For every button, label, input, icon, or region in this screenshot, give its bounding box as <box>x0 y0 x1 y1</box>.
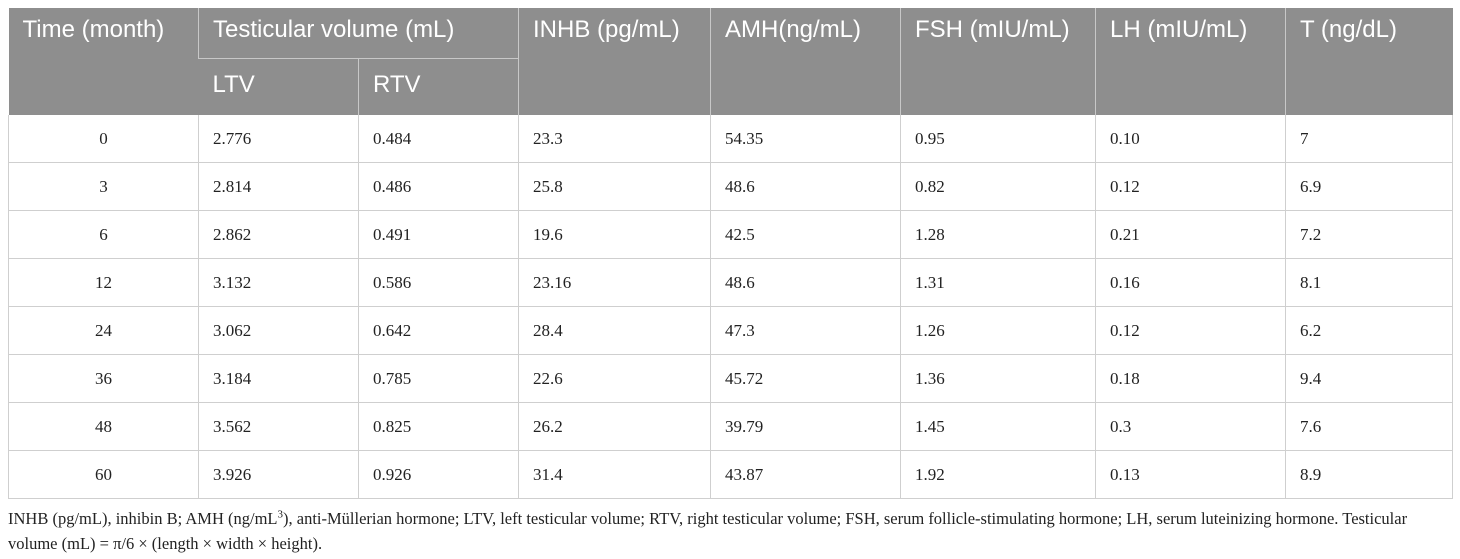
header-rtv: RTV <box>358 58 519 115</box>
cell-lh: 0.16 <box>1095 258 1286 307</box>
cell-inhb: 23.3 <box>518 115 711 163</box>
cell-amh: 54.35 <box>710 115 901 163</box>
header-testicular-volume: Testicular volume (mL) <box>198 8 519 59</box>
cell-lh: 0.3 <box>1095 402 1286 451</box>
cell-inhb: 19.6 <box>518 210 711 259</box>
cell-ltv: 3.562 <box>198 402 359 451</box>
cell-fsh: 1.45 <box>900 402 1096 451</box>
cell-rtv: 0.586 <box>358 258 519 307</box>
cell-inhb: 31.4 <box>518 450 711 499</box>
cell-t: 6.9 <box>1285 162 1453 211</box>
cell-fsh: 1.36 <box>900 354 1096 403</box>
cell-t: 6.2 <box>1285 306 1453 355</box>
cell-lh: 0.12 <box>1095 162 1286 211</box>
table-body: 0 2.776 0.484 23.3 54.35 0.95 0.10 7 3 2.814 0.486… <box>8 115 1453 499</box>
cell-inhb: 25.8 <box>518 162 711 211</box>
table-row: 48 3.562 0.825 26.2 39.79 1.45 0.3 7.6 <box>8 402 1453 451</box>
cell-fsh: 1.28 <box>900 210 1096 259</box>
header-t: T (ng/dL) <box>1285 8 1453 115</box>
cell-time: 36 <box>8 354 199 403</box>
cell-rtv: 0.642 <box>358 306 519 355</box>
hormone-data-table: Time (month) Testicular volume (mL) INHB… <box>8 8 1453 499</box>
cell-lh: 0.13 <box>1095 450 1286 499</box>
table-footnote: INHB (pg/mL), inhibin B; AMH (ng/mL3), a… <box>8 506 1458 556</box>
cell-amh: 39.79 <box>710 402 901 451</box>
cell-time: 24 <box>8 306 199 355</box>
cell-rtv: 0.486 <box>358 162 519 211</box>
cell-rtv: 0.926 <box>358 450 519 499</box>
cell-inhb: 26.2 <box>518 402 711 451</box>
cell-ltv: 3.132 <box>198 258 359 307</box>
cell-inhb: 28.4 <box>518 306 711 355</box>
cell-inhb: 23.16 <box>518 258 711 307</box>
cell-time: 48 <box>8 402 199 451</box>
cell-amh: 43.87 <box>710 450 901 499</box>
cell-lh: 0.21 <box>1095 210 1286 259</box>
cell-ltv: 2.862 <box>198 210 359 259</box>
cell-amh: 48.6 <box>710 258 901 307</box>
table-row: 0 2.776 0.484 23.3 54.35 0.95 0.10 7 <box>8 115 1453 163</box>
cell-t: 8.9 <box>1285 450 1453 499</box>
cell-ltv: 2.814 <box>198 162 359 211</box>
header-fsh: FSH (mIU/mL) <box>900 8 1096 115</box>
cell-inhb: 22.6 <box>518 354 711 403</box>
cell-ltv: 2.776 <box>198 115 359 163</box>
cell-time: 3 <box>8 162 199 211</box>
cell-lh: 0.10 <box>1095 115 1286 163</box>
footnote-superscript: 3 <box>277 508 284 521</box>
table-row: 60 3.926 0.926 31.4 43.87 1.92 0.13 8.9 <box>8 450 1453 499</box>
cell-time: 12 <box>8 258 199 307</box>
cell-t: 7.2 <box>1285 210 1453 259</box>
cell-rtv: 0.484 <box>358 115 519 163</box>
cell-fsh: 0.82 <box>900 162 1096 211</box>
footnote-text-part1: INHB (pg/mL), inhibin B; AMH (ng/mL <box>8 509 278 528</box>
header-row-1: Time (month) Testicular volume (mL) INHB… <box>8 8 1453 115</box>
cell-rtv: 0.491 <box>358 210 519 259</box>
cell-lh: 0.12 <box>1095 306 1286 355</box>
cell-rtv: 0.825 <box>358 402 519 451</box>
table-row: 24 3.062 0.642 28.4 47.3 1.26 0.12 6.2 <box>8 306 1453 355</box>
cell-time: 60 <box>8 450 199 499</box>
header-ltv: LTV <box>198 58 359 115</box>
cell-t: 7 <box>1285 115 1453 163</box>
cell-lh: 0.18 <box>1095 354 1286 403</box>
cell-amh: 48.6 <box>710 162 901 211</box>
table-row: 36 3.184 0.785 22.6 45.72 1.36 0.18 9.4 <box>8 354 1453 403</box>
cell-t: 8.1 <box>1285 258 1453 307</box>
header-lh: LH (mIU/mL) <box>1095 8 1286 115</box>
cell-time: 6 <box>8 210 199 259</box>
cell-amh: 45.72 <box>710 354 901 403</box>
cell-rtv: 0.785 <box>358 354 519 403</box>
cell-fsh: 1.92 <box>900 450 1096 499</box>
cell-time: 0 <box>8 115 199 163</box>
table-row: 6 2.862 0.491 19.6 42.5 1.28 0.21 7.2 <box>8 210 1453 259</box>
cell-fsh: 1.31 <box>900 258 1096 307</box>
cell-t: 7.6 <box>1285 402 1453 451</box>
cell-amh: 47.3 <box>710 306 901 355</box>
cell-ltv: 3.062 <box>198 306 359 355</box>
cell-fsh: 1.26 <box>900 306 1096 355</box>
header-row-2: LTV RTV <box>9 58 1453 115</box>
cell-amh: 42.5 <box>710 210 901 259</box>
header-time: Time (month) <box>8 8 199 115</box>
table-row: 3 2.814 0.486 25.8 48.6 0.82 0.12 6.9 <box>8 162 1453 211</box>
cell-ltv: 3.926 <box>198 450 359 499</box>
header-amh: AMH(ng/mL) <box>710 8 901 115</box>
table-header: Time (month) Testicular volume (mL) INHB… <box>8 8 1453 115</box>
cell-ltv: 3.184 <box>198 354 359 403</box>
header-inhb: INHB (pg/mL) <box>518 8 711 115</box>
cell-fsh: 0.95 <box>900 115 1096 163</box>
footnote-text-part2: ), anti-Müllerian hormone; LTV, left tes… <box>8 509 1408 553</box>
cell-t: 9.4 <box>1285 354 1453 403</box>
table-row: 12 3.132 0.586 23.16 48.6 1.31 0.16 8.1 <box>8 258 1453 307</box>
